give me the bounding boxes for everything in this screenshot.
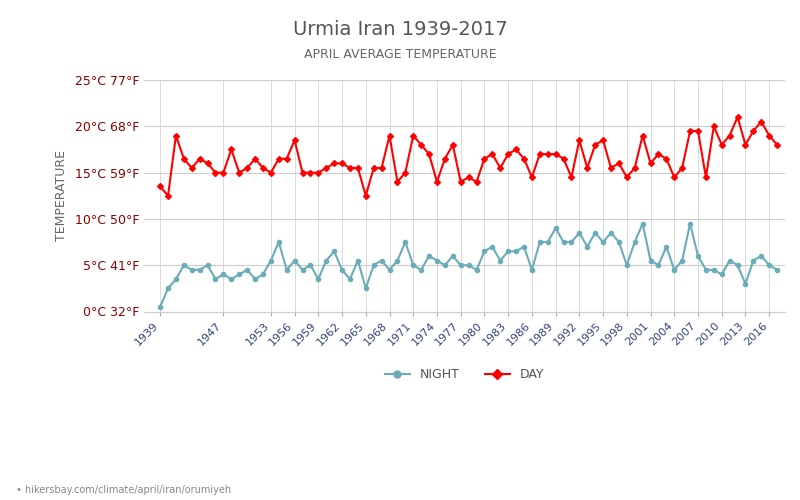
Text: APRIL AVERAGE TEMPERATURE: APRIL AVERAGE TEMPERATURE — [304, 48, 496, 60]
Y-axis label: TEMPERATURE: TEMPERATURE — [55, 150, 68, 242]
Text: • hikersbay.com/climate/april/iran/orumiyeh: • hikersbay.com/climate/april/iran/orumi… — [16, 485, 231, 495]
Text: Urmia Iran 1939-2017: Urmia Iran 1939-2017 — [293, 20, 507, 39]
Legend: NIGHT, DAY: NIGHT, DAY — [380, 364, 550, 386]
